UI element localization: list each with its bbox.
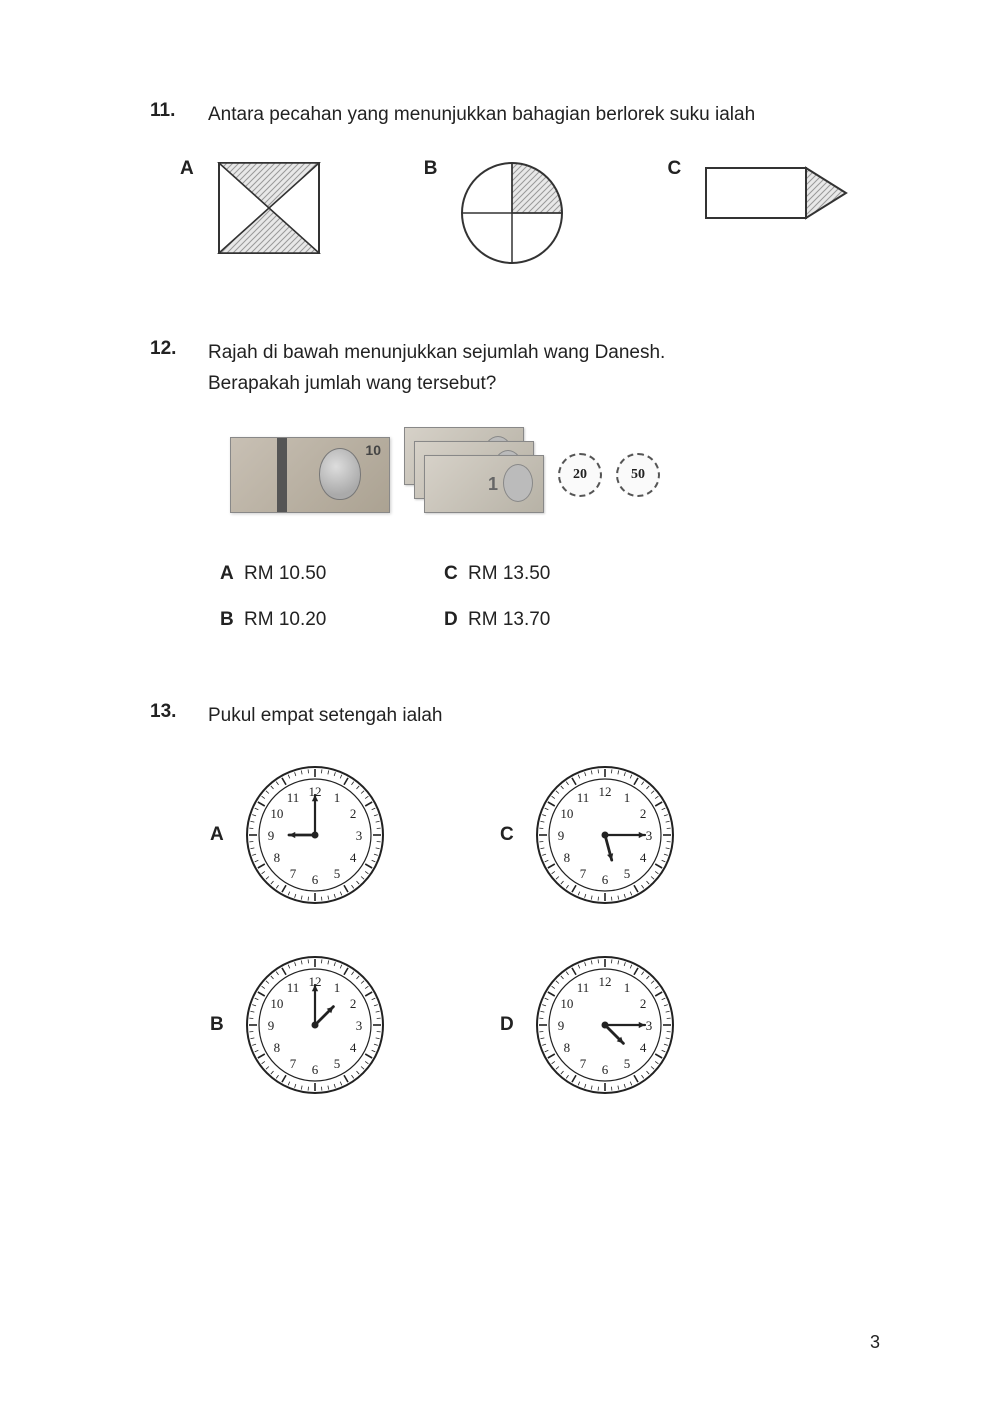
q11-b-label: B xyxy=(424,158,438,180)
q12-a-value: RM 10.50 xyxy=(244,563,364,585)
clock-c-icon: 12 12 3 45678 9 10 11 xyxy=(530,760,680,910)
svg-text:3: 3 xyxy=(356,1018,363,1033)
svg-text:11: 11 xyxy=(577,789,590,804)
q12-c-value: RM 13.50 xyxy=(468,563,588,585)
coin-50-icon: 50 xyxy=(616,453,660,497)
q13-text: Pukul empat setengah ialah xyxy=(208,701,443,731)
svg-text:8: 8 xyxy=(274,1040,281,1055)
svg-text:5: 5 xyxy=(334,866,341,881)
svg-text:4: 4 xyxy=(640,850,647,865)
svg-text:7: 7 xyxy=(290,1056,297,1071)
q12-b-value: RM 10.20 xyxy=(244,609,364,631)
q12-a-label[interactable]: A xyxy=(220,563,244,585)
clock-a-slot: 121234567891011 xyxy=(240,760,440,910)
q11-options: A B C xyxy=(180,158,880,268)
q12-text: Rajah di bawah menunjukkan sejumlah wang… xyxy=(208,338,665,399)
q13-number: 13. xyxy=(150,701,180,731)
svg-text:12: 12 xyxy=(599,784,612,799)
svg-text:9: 9 xyxy=(558,1018,565,1033)
q13-header: 13. Pukul empat setengah ialah xyxy=(150,701,880,731)
svg-text:11: 11 xyxy=(287,979,300,994)
svg-text:6: 6 xyxy=(312,872,319,887)
clock-b-icon: 121234567891011 xyxy=(240,950,390,1100)
svg-text:10: 10 xyxy=(560,806,573,821)
svg-text:1: 1 xyxy=(624,789,631,804)
q12-c-label[interactable]: C xyxy=(444,563,468,585)
q11-text: Antara pecahan yang menunjukkan bahagian… xyxy=(208,100,755,130)
q11-header: 11. Antara pecahan yang menunjukkan baha… xyxy=(150,100,880,130)
svg-text:4: 4 xyxy=(640,1040,647,1055)
square-x-icon xyxy=(214,158,324,258)
svg-text:6: 6 xyxy=(312,1062,319,1077)
q11-number: 11. xyxy=(150,100,180,130)
q12-d-label[interactable]: D xyxy=(444,609,468,631)
svg-text:1: 1 xyxy=(334,979,341,994)
svg-text:3: 3 xyxy=(356,828,363,843)
svg-text:5: 5 xyxy=(624,866,631,881)
svg-text:10: 10 xyxy=(270,806,283,821)
svg-text:6: 6 xyxy=(602,872,609,887)
question-11: 11. Antara pecahan yang menunjukkan baha… xyxy=(150,100,880,268)
rect-triangle-icon xyxy=(701,158,851,228)
coin-20-icon: 20 xyxy=(558,453,602,497)
svg-text:1: 1 xyxy=(624,979,631,994)
svg-text:4: 4 xyxy=(350,850,357,865)
svg-text:12: 12 xyxy=(599,974,612,989)
svg-text:2: 2 xyxy=(640,806,647,821)
q11-option-b[interactable]: B xyxy=(424,158,568,268)
question-12: 12. Rajah di bawah menunjukkan sejumlah … xyxy=(150,338,880,631)
svg-text:7: 7 xyxy=(580,1056,587,1071)
svg-text:6: 6 xyxy=(602,1062,609,1077)
svg-text:11: 11 xyxy=(287,789,300,804)
clock-b-slot: 121234567891011 xyxy=(240,950,440,1100)
svg-text:8: 8 xyxy=(564,1040,571,1055)
question-13: 13. Pukul empat setengah ialah A 1212345… xyxy=(150,701,880,1099)
q11-a-label: A xyxy=(180,158,194,180)
svg-text:10: 10 xyxy=(270,996,283,1011)
page-number: 3 xyxy=(870,1332,880,1353)
q11-option-c[interactable]: C xyxy=(667,158,851,228)
svg-text:9: 9 xyxy=(558,828,565,843)
clock-d-slot: 12 12 3 45678 9 10 11 xyxy=(530,950,730,1100)
worksheet-page: 11. Antara pecahan yang menunjukkan baha… xyxy=(0,0,1000,1413)
svg-text:3: 3 xyxy=(646,1018,653,1033)
money-illustration: 1 1 1 20 50 xyxy=(230,427,880,523)
q13-d-label[interactable]: D xyxy=(500,1014,530,1036)
svg-text:8: 8 xyxy=(274,850,281,865)
svg-text:9: 9 xyxy=(268,828,275,843)
clock-d-icon: 12 12 3 45678 9 10 11 xyxy=(530,950,680,1100)
q11-option-a[interactable]: A xyxy=(180,158,324,258)
q13-c-label[interactable]: C xyxy=(500,824,530,846)
svg-text:10: 10 xyxy=(560,996,573,1011)
svg-text:1: 1 xyxy=(334,789,341,804)
svg-text:2: 2 xyxy=(350,996,357,1011)
q12-number: 12. xyxy=(150,338,180,399)
clock-c-slot: 12 12 3 45678 9 10 11 xyxy=(530,760,730,910)
svg-text:3: 3 xyxy=(646,828,653,843)
svg-text:8: 8 xyxy=(564,850,571,865)
q12-line2: Berapakah jumlah wang tersebut? xyxy=(208,369,665,399)
svg-text:7: 7 xyxy=(290,866,297,881)
q12-answers: A RM 10.50 C RM 13.50 B RM 10.20 D RM 13… xyxy=(220,563,880,631)
svg-text:5: 5 xyxy=(334,1056,341,1071)
svg-text:7: 7 xyxy=(580,866,587,881)
svg-text:2: 2 xyxy=(350,806,357,821)
q11-c-label: C xyxy=(667,158,681,180)
svg-text:2: 2 xyxy=(640,996,647,1011)
svg-text:4: 4 xyxy=(350,1040,357,1055)
q12-d-value: RM 13.70 xyxy=(468,609,588,631)
svg-text:5: 5 xyxy=(624,1056,631,1071)
svg-text:11: 11 xyxy=(577,979,590,994)
q13-b-label[interactable]: B xyxy=(210,1014,240,1036)
banknote-1-stack-icon: 1 1 1 xyxy=(404,427,544,523)
clock-a-icon: 121234567891011 xyxy=(240,760,390,910)
q13-a-label[interactable]: A xyxy=(210,824,240,846)
banknote-10-icon xyxy=(230,437,390,513)
q12-b-label[interactable]: B xyxy=(220,609,244,631)
q12-line1: Rajah di bawah menunjukkan sejumlah wang… xyxy=(208,338,665,368)
svg-text:9: 9 xyxy=(268,1018,275,1033)
q13-clocks: A 121234567891011 C 121234567891011 B 12… xyxy=(210,760,880,1100)
q12-header: 12. Rajah di bawah menunjukkan sejumlah … xyxy=(150,338,880,399)
circle-quarters-icon xyxy=(457,158,567,268)
